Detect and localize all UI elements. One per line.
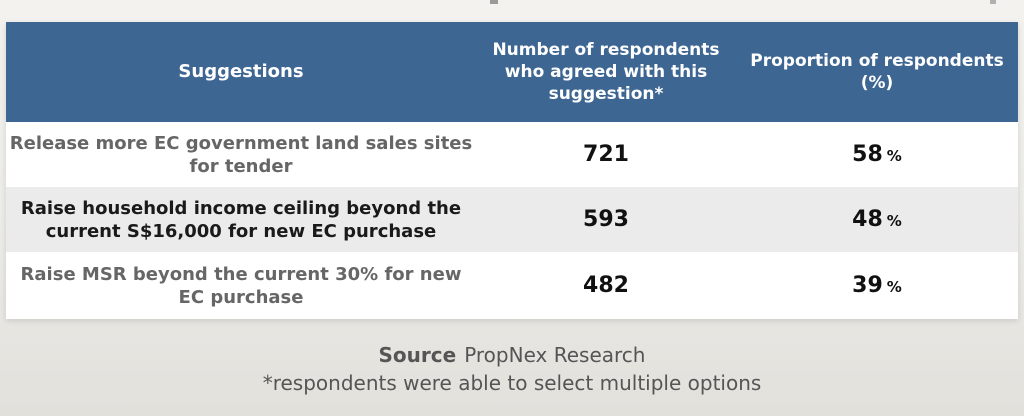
table-row: Raise household income ceiling beyond th… <box>6 187 1018 252</box>
source-value: PropNex Research <box>464 343 646 367</box>
suggestion-cell: Raise household income ceiling beyond th… <box>20 197 462 242</box>
percent-unit: % <box>886 212 902 230</box>
proportion-cell: 39% <box>736 273 1018 298</box>
top-edge-fragment <box>490 0 498 4</box>
header-respondents-count: Number of respondents who agreed with th… <box>492 40 720 104</box>
header-proportion: Proportion of respondents (%) <box>750 51 1004 93</box>
source-line: Source PropNex Research <box>0 342 1024 368</box>
table-row: Release more EC government land sales si… <box>6 122 1018 187</box>
header-suggestions: Suggestions <box>178 61 304 82</box>
table-row: Raise MSR beyond the current 30% for new… <box>6 252 1018 319</box>
source-label: Source <box>378 343 457 367</box>
top-edge-fragment <box>990 0 996 4</box>
count-cell: 593 <box>583 207 629 232</box>
proportion-cell: 48% <box>736 207 1018 232</box>
proportion-value: 48 <box>852 207 883 232</box>
percent-unit: % <box>886 147 902 165</box>
suggestion-cell: Release more EC government land sales si… <box>9 132 473 177</box>
count-cell: 482 <box>583 273 629 298</box>
suggestion-cell: Raise MSR beyond the current 30% for new… <box>20 263 462 308</box>
count-cell: 721 <box>583 142 629 167</box>
percent-unit: % <box>886 278 902 296</box>
proportion-value: 58 <box>852 142 883 167</box>
proportion-value: 39 <box>852 273 883 298</box>
footnote: *respondents were able to select multipl… <box>262 371 762 395</box>
suggestions-table: Suggestions Number of respondents who ag… <box>6 22 1018 319</box>
table-header-row: Suggestions Number of respondents who ag… <box>6 22 1018 122</box>
proportion-cell: 58% <box>736 142 1018 167</box>
